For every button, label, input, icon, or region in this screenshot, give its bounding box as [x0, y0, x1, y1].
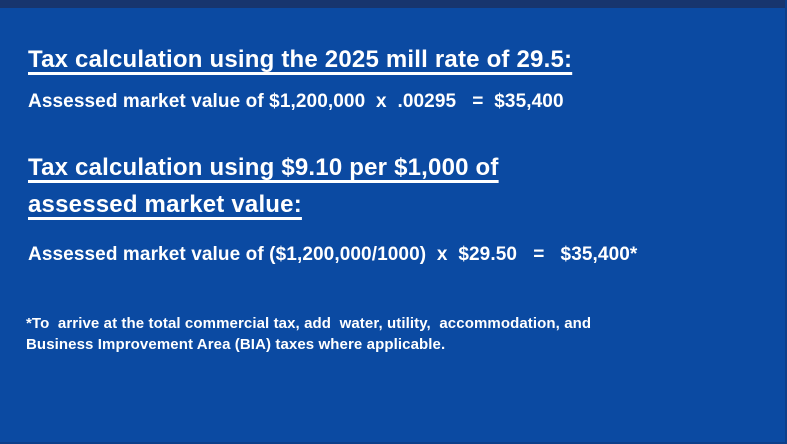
per-thousand-heading: Tax calculation using $9.10 per $1,000 o… [28, 154, 499, 218]
mill-rate-calculation: Assessed market value of $1,200,000 x .0… [28, 91, 564, 112]
bottom-edge-line [0, 442, 787, 444]
per-thousand-calculation: Assessed market value of ($1,200,000/100… [28, 244, 638, 265]
top-accent-bar [0, 0, 787, 8]
right-edge-line [785, 0, 787, 444]
mill-rate-heading: Tax calculation using the 2025 mill rate… [28, 46, 573, 73]
footnote-text: *To arrive at the total commercial tax, … [26, 315, 592, 353]
